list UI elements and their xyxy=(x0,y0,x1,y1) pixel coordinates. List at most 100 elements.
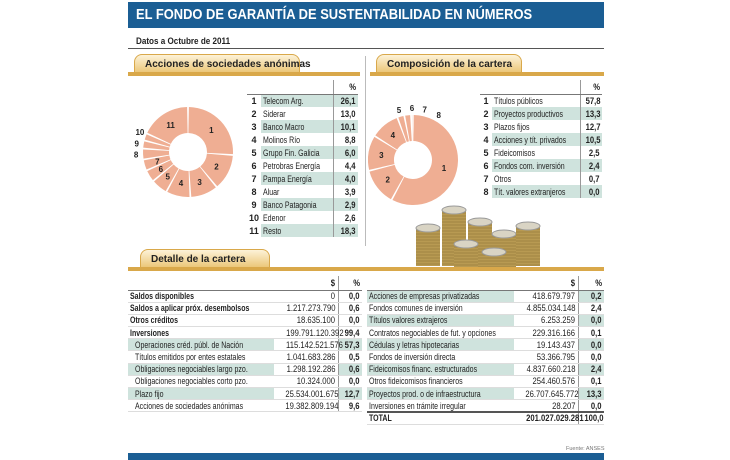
legend-label: Aluar xyxy=(263,186,280,197)
legend-value-cell: 13,3 xyxy=(579,107,602,120)
row-amount-cell: 18.635.100 xyxy=(274,314,338,328)
legend-label: Petrobras Energía xyxy=(263,160,320,171)
legend-value-cell: 4,0 xyxy=(332,172,358,185)
row-label: Títulos valores extrajeros xyxy=(369,315,448,326)
divider xyxy=(365,56,366,246)
section-tab: Composición de la cartera xyxy=(376,54,522,72)
legend-row: 5 Grupo Fin. Galicia 6,0 xyxy=(247,146,358,159)
coin-top xyxy=(467,217,493,227)
legend-index: 7 xyxy=(483,173,489,184)
donut-slice xyxy=(405,115,412,142)
row-label-cell: Inversiones xyxy=(128,326,274,340)
slice-label: 7 xyxy=(155,157,160,166)
table-row: Saldos a aplicar próx. desembolsos 1.217.… xyxy=(128,302,362,315)
legend-row: 1 Títulos públicos 57,8 xyxy=(480,94,602,107)
donut-slice xyxy=(398,116,409,143)
table-row: Fondos de inversión directa 53.366.795 0,0 xyxy=(367,350,604,364)
row-pct: 0,5 xyxy=(349,352,360,363)
legend-label: Otros xyxy=(494,173,512,184)
legend-row: 1 Telecom Arg. 26,1 xyxy=(247,94,358,107)
legend-label: Fondos com. inversión xyxy=(494,160,565,171)
legend-index: 11 xyxy=(249,225,259,236)
legend-value: 13,3 xyxy=(585,108,601,119)
coins-illustration xyxy=(415,205,541,270)
row-amount-cell: 19.143.437 xyxy=(514,338,578,352)
slice-label: 8 xyxy=(134,150,139,159)
subtitle: Datos a Octubre de 2011 xyxy=(136,36,231,46)
legend-row: 2 Proyectos productivos 13,3 xyxy=(480,107,602,120)
legend-value: 0,0 xyxy=(589,186,600,197)
legend-index: 6 xyxy=(251,160,257,171)
legend-value-cell: 10,1 xyxy=(332,120,358,133)
legend-value-cell: 4,4 xyxy=(332,159,358,172)
legend-value: 57,8 xyxy=(585,95,601,106)
row-label: Cédulas y letras hipotecarias xyxy=(369,339,460,350)
row-amount: 199.791.120.392 xyxy=(286,327,344,338)
row-amount-cell: 199.791.120.392 xyxy=(274,326,344,340)
row-pct-cell: 0,6 xyxy=(337,302,362,315)
header-row: $% xyxy=(367,276,604,291)
legend-value-cell: 0,7 xyxy=(579,172,602,185)
legend-value: 4,4 xyxy=(345,160,356,171)
pct-header: % xyxy=(353,277,360,288)
legend-index: 3 xyxy=(483,121,489,132)
footer-bar xyxy=(128,453,604,460)
row-amount: 1.217.273.790 xyxy=(286,303,336,314)
legend-label: Acciones y tít. privados xyxy=(494,134,567,145)
table-row: Saldos disponibles 0 0,0 xyxy=(128,290,362,303)
legend-index: 4 xyxy=(483,134,489,145)
coin-top xyxy=(481,247,507,257)
legend-value: 4,0 xyxy=(345,173,356,184)
row-amount: 6.253.259 xyxy=(541,315,576,326)
row-pct: 0,0 xyxy=(591,315,602,326)
row-amount-cell: 0 xyxy=(274,290,338,303)
legend-row: 3 Plazos fijos 12,7 xyxy=(480,120,602,133)
slice-label: 1 xyxy=(442,164,447,173)
row-amount-cell: 254.460.576 xyxy=(514,375,578,389)
row-label-cell: Acciones de empresas privatizadas xyxy=(367,290,514,303)
row-amount: 1.298.192.286 xyxy=(286,364,336,375)
pct-header-cell: % xyxy=(332,80,358,95)
donut-slice xyxy=(143,155,171,170)
row-amount: 19.143.437 xyxy=(537,339,576,350)
slice-label: 2 xyxy=(214,163,219,172)
coin-top xyxy=(415,223,441,233)
legend-label-cell: Banco Macro xyxy=(261,120,333,133)
legend-row: 10 Edenor 2,6 xyxy=(247,211,358,224)
slice-label: 7 xyxy=(423,105,428,114)
row-label: Proyectos prod. o de infraestructura xyxy=(369,388,481,399)
legend-index: 5 xyxy=(483,147,489,158)
section-tab: Detalle de la cartera xyxy=(140,249,270,267)
row-pct-cell: 0,0 xyxy=(577,350,604,364)
donut-slice xyxy=(200,153,233,187)
legend-value: 2,9 xyxy=(345,199,356,210)
row-amount-cell: 10.324.000 xyxy=(274,375,338,389)
table-row: Títulos emitidos por entes estatales 1.04… xyxy=(128,350,362,364)
legend-label: Grupo Fin. Galicia xyxy=(263,147,320,158)
row-amount: 4.855.034.148 xyxy=(526,303,576,314)
legend-value: 2,4 xyxy=(589,160,600,171)
slice-label: 1 xyxy=(209,126,214,135)
row-label-cell: Inversiones en trámite irregular xyxy=(367,399,514,413)
legend-label-cell: Resto xyxy=(261,224,333,237)
legend-label: Telecom Arg. xyxy=(263,95,304,106)
legend-label: Edenor xyxy=(263,212,286,223)
row-amount: 19.382.809.194 xyxy=(285,400,339,411)
row-pct: 2,4 xyxy=(591,303,602,314)
row-amount-cell: 1.298.192.286 xyxy=(274,363,338,376)
row-amount: 115.142.521.576 xyxy=(286,339,343,350)
row-amount-cell: 4.855.034.148 xyxy=(514,302,578,315)
table-row: Inversiones en trámite irregular 28.207 0,… xyxy=(367,399,604,413)
table-row: Títulos valores extrajeros 6.253.259 0,0 xyxy=(367,314,604,328)
legend-label-cell: Banco Patagonia xyxy=(261,198,333,211)
coin-top xyxy=(453,239,479,249)
legend-value-cell: 26,1 xyxy=(332,94,358,107)
row-amount-cell: 1.041.683.286 xyxy=(274,350,338,364)
row-label: Contratos negociables de fut. y opciones xyxy=(369,327,496,338)
row-label: Otros créditos xyxy=(130,315,178,326)
row-amount: 28.207 xyxy=(552,400,576,411)
table-row: Fondos comunes de inversión 4.855.034.148… xyxy=(367,302,604,315)
header-row: % xyxy=(480,80,602,95)
row-label: Plazo fijo xyxy=(135,388,164,399)
row-label-cell: Operaciones créd. públ. de Nación xyxy=(128,338,274,352)
